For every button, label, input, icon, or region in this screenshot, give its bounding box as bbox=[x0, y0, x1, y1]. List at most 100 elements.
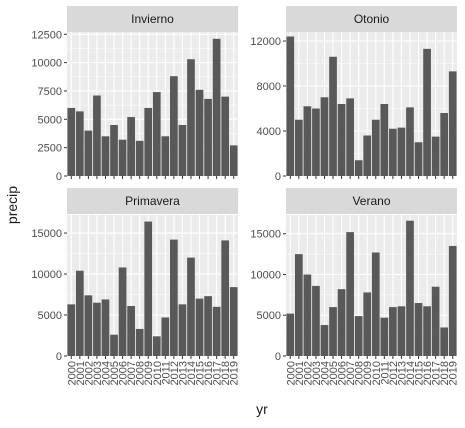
x-tick-label: 2006 bbox=[118, 361, 130, 385]
facet-title: Primavera bbox=[125, 194, 180, 208]
bar bbox=[84, 130, 93, 176]
x-tick-label: 2008 bbox=[135, 361, 147, 385]
x-tick-label: 2011 bbox=[160, 361, 172, 385]
bar bbox=[161, 136, 170, 176]
panel-background bbox=[286, 32, 457, 176]
y-tick-label: 0 bbox=[56, 171, 62, 183]
bar bbox=[152, 92, 161, 176]
x-tick-label: 2010 bbox=[371, 361, 383, 385]
x-tick-label: 2014 bbox=[405, 361, 417, 385]
bar bbox=[127, 305, 135, 356]
bar bbox=[170, 76, 178, 176]
bar bbox=[414, 142, 423, 176]
bar bbox=[195, 89, 204, 176]
bar bbox=[286, 36, 295, 176]
x-tick-label: 2004 bbox=[319, 361, 331, 385]
y-tick-label: 10000 bbox=[250, 269, 281, 281]
bar bbox=[363, 292, 372, 356]
bar bbox=[312, 285, 320, 356]
bar bbox=[380, 317, 389, 356]
bar bbox=[312, 108, 320, 176]
bar bbox=[389, 307, 397, 356]
bar bbox=[118, 139, 127, 176]
y-tick-label: 12000 bbox=[250, 36, 281, 48]
bar bbox=[135, 328, 144, 356]
y-tick-label: 5000 bbox=[257, 310, 281, 322]
bar bbox=[75, 111, 84, 176]
y-tick-label: 15000 bbox=[250, 229, 281, 241]
bar bbox=[346, 232, 354, 356]
bar bbox=[423, 306, 431, 356]
y-tick-label: 10000 bbox=[31, 269, 62, 281]
bar bbox=[397, 306, 406, 356]
panel-background bbox=[286, 215, 457, 356]
facet-title: Invierno bbox=[131, 12, 174, 26]
bar bbox=[178, 304, 187, 356]
panel-background bbox=[67, 32, 238, 176]
bar bbox=[320, 325, 329, 356]
bar bbox=[101, 299, 110, 356]
bar bbox=[170, 239, 178, 356]
facet-strip bbox=[286, 6, 457, 32]
x-tick-label: 2001 bbox=[75, 361, 87, 385]
x-tick-label: 2011 bbox=[379, 361, 391, 385]
bar bbox=[110, 124, 118, 176]
bar bbox=[406, 220, 414, 356]
y-tick-label: 2500 bbox=[38, 143, 62, 155]
x-tick-label: 2009 bbox=[143, 361, 155, 385]
y-tick-label: 0 bbox=[275, 351, 281, 363]
bar bbox=[363, 135, 372, 176]
bar bbox=[229, 145, 238, 176]
x-tick-label: 2013 bbox=[177, 361, 189, 385]
panel-background bbox=[67, 215, 238, 356]
bar bbox=[397, 127, 406, 176]
bar bbox=[118, 267, 127, 356]
y-tick-label: 7500 bbox=[38, 86, 62, 98]
bar bbox=[337, 289, 346, 356]
bar bbox=[67, 107, 76, 176]
bar bbox=[346, 98, 354, 176]
x-tick-label: 2013 bbox=[396, 361, 408, 385]
x-tick-label: 2012 bbox=[388, 361, 400, 385]
bar bbox=[127, 117, 135, 176]
y-tick-label: 8000 bbox=[257, 81, 281, 93]
y-tick-label: 4000 bbox=[257, 126, 281, 138]
bar bbox=[84, 295, 93, 356]
x-tick-label: 2010 bbox=[152, 361, 164, 385]
bar bbox=[406, 107, 414, 176]
bar bbox=[229, 287, 238, 356]
bar bbox=[135, 140, 144, 176]
bar bbox=[440, 327, 449, 356]
bar bbox=[286, 313, 295, 356]
bar bbox=[75, 270, 84, 356]
bar bbox=[371, 252, 380, 356]
y-tick-label: 5000 bbox=[38, 310, 62, 322]
facet-title: Verano bbox=[352, 194, 390, 208]
x-tick-label: 2002 bbox=[302, 361, 314, 385]
x-tick-label: 2018 bbox=[439, 361, 451, 385]
x-tick-label: 2007 bbox=[126, 361, 138, 385]
bar bbox=[195, 298, 204, 356]
y-tick-label: 10000 bbox=[31, 58, 62, 70]
x-tick-label: 2002 bbox=[83, 361, 95, 385]
bar bbox=[144, 221, 153, 356]
facet-strip bbox=[67, 188, 238, 214]
bar bbox=[320, 97, 329, 176]
x-tick-label: 2003 bbox=[92, 361, 104, 385]
facet-title: Otonio bbox=[354, 12, 390, 26]
x-tick-label: 2003 bbox=[311, 361, 323, 385]
bar bbox=[389, 128, 397, 176]
bar bbox=[110, 334, 118, 356]
x-tick-label: 2009 bbox=[362, 361, 374, 385]
x-tick-label: 2017 bbox=[431, 361, 443, 385]
bar bbox=[354, 316, 363, 356]
bar bbox=[354, 160, 363, 176]
bar bbox=[187, 59, 195, 176]
bar bbox=[448, 71, 457, 176]
bar bbox=[431, 286, 440, 356]
bar bbox=[294, 254, 303, 356]
x-tick-label: 2000 bbox=[285, 361, 297, 385]
x-tick-label: 2019 bbox=[229, 361, 241, 385]
